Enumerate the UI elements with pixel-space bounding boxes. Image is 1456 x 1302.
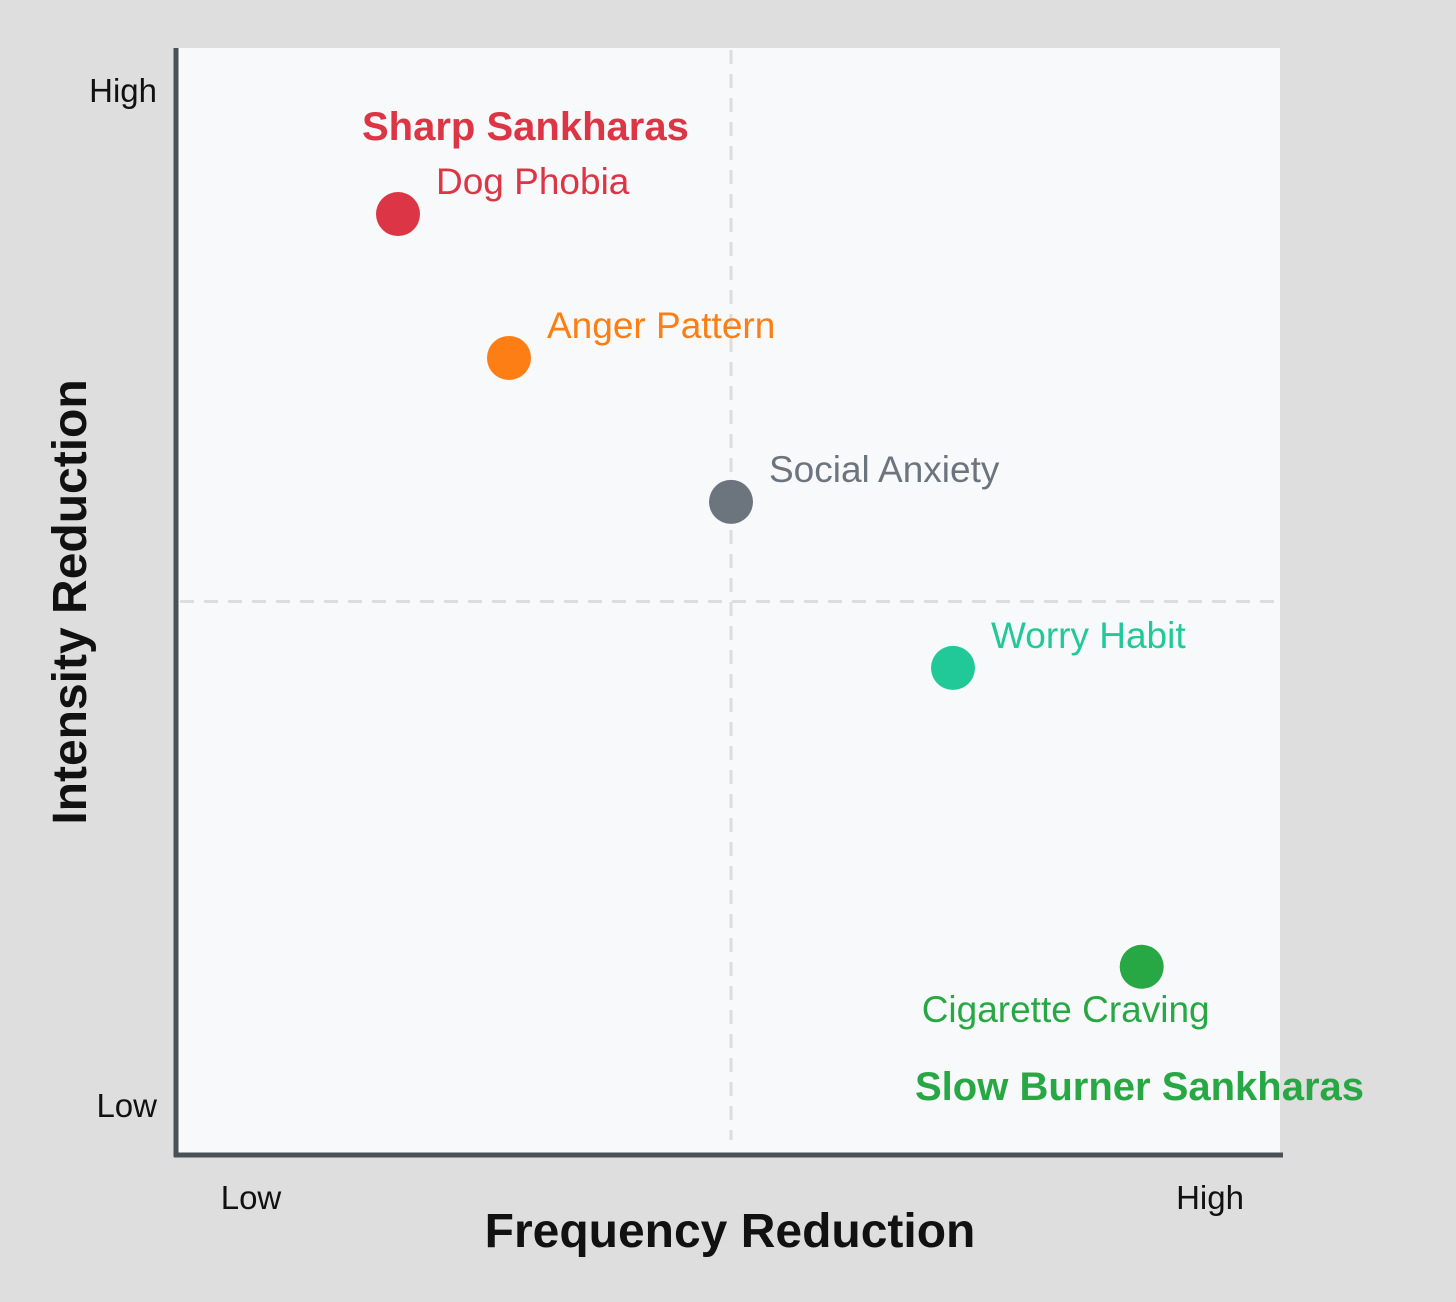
point-social-anxiety [709,479,753,524]
point-dog-phobia [376,192,420,237]
quadrant-label-slow-burner: Slow Burner Sankharas [915,1065,1364,1109]
quadrant-label-sharp: Sharp Sankharas [362,105,689,149]
point-label-dog-phobia: Dog Phobia [436,161,630,202]
y-tick-high: High [89,72,157,109]
point-label-worry-habit: Worry Habit [991,615,1186,656]
y-tick-low: Low [96,1087,157,1124]
x-tick-low: Low [221,1179,282,1216]
point-label-cigarette-craving: Cigarette Craving [922,989,1210,1030]
x-tick-high: High [1176,1179,1244,1216]
point-label-anger-pattern: Anger Pattern [547,305,775,346]
data-points: Dog Phobia Anger Pattern Social Anxiety Wor… [376,161,1210,1030]
point-worry-habit [931,645,975,690]
x-axis-title: Frequency Reduction [485,1205,976,1258]
point-cigarette-craving [1119,944,1164,989]
point-label-social-anxiety: Social Anxiety [769,449,1000,490]
y-axis-title: Intensity Reduction [44,379,97,824]
point-anger-pattern [487,335,531,380]
